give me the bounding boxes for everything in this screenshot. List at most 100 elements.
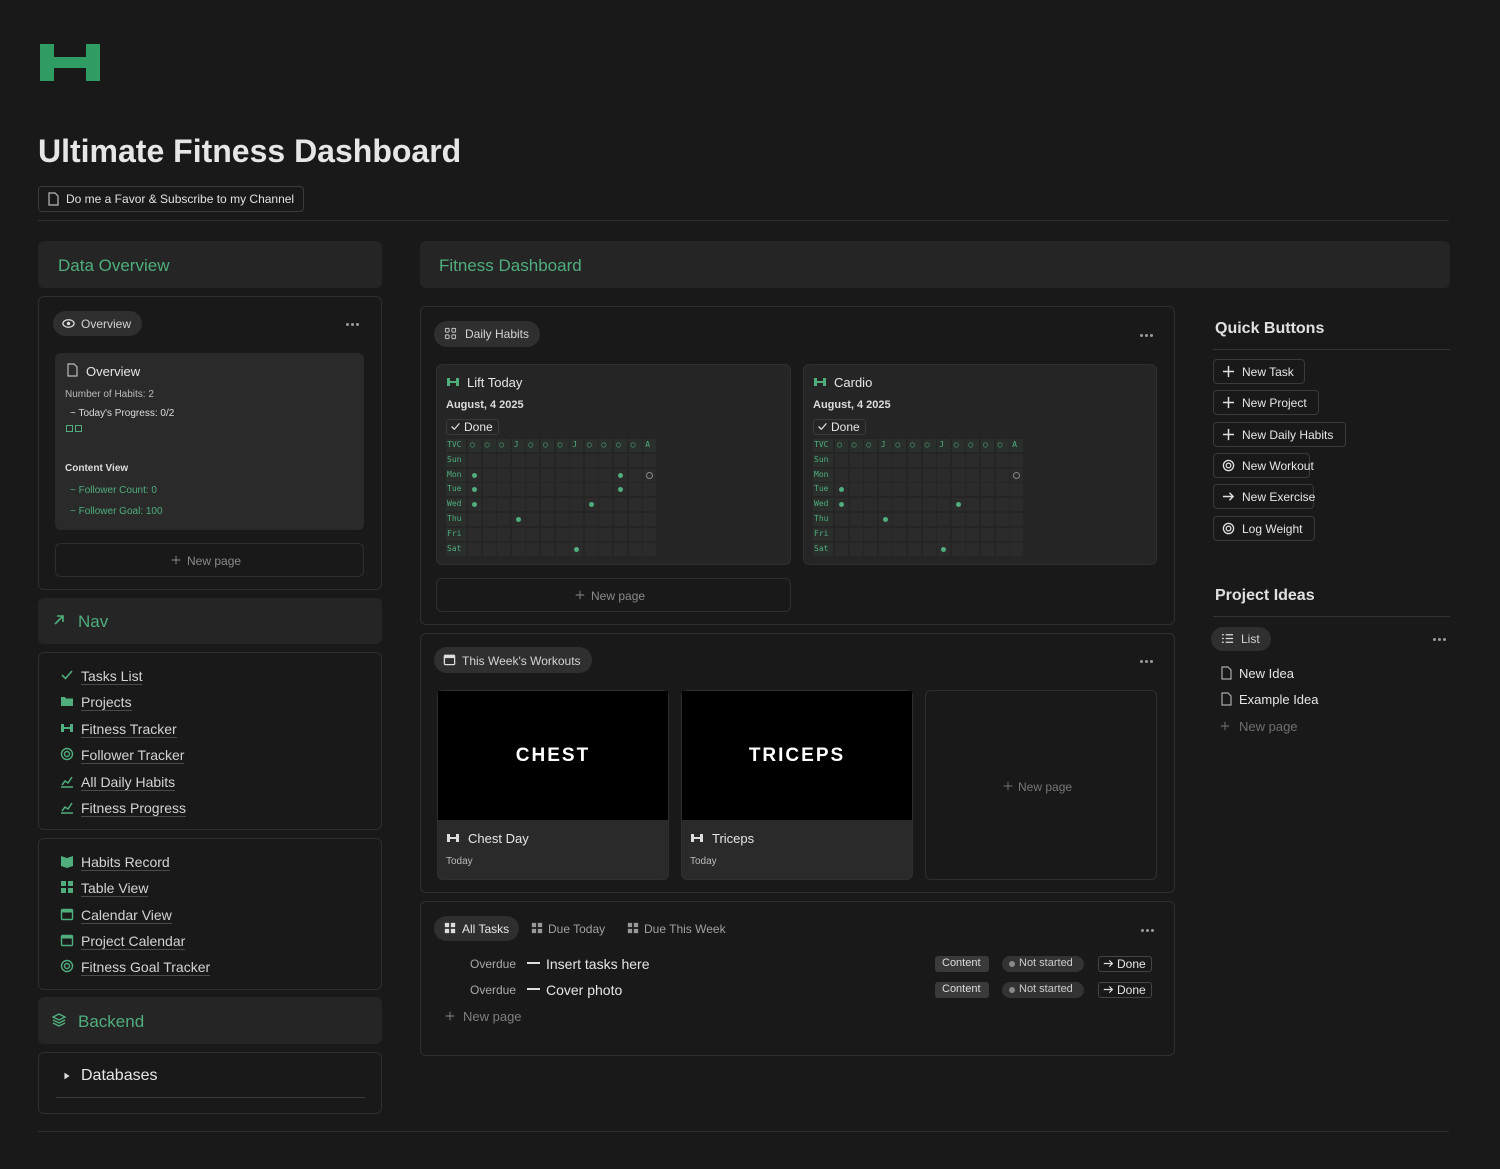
quick-button[interactable] xyxy=(1213,452,1310,478)
view-tab-label[interactable]: Overview xyxy=(81,317,132,331)
grid-header: ○ xyxy=(499,440,505,449)
view-tab[interactable] xyxy=(434,916,519,941)
quick-button-label[interactable]: New Workout xyxy=(1242,458,1314,473)
done-label[interactable]: Done xyxy=(831,420,860,434)
nav-link[interactable]: Fitness Tracker xyxy=(81,720,177,738)
new-page-button[interactable] xyxy=(55,543,364,577)
page-title: Ultimate Fitness Dashboard xyxy=(38,133,462,169)
grid-cell xyxy=(541,542,554,556)
done-checkbox[interactable] xyxy=(446,419,499,435)
grid-cell xyxy=(599,527,613,541)
grid-cell xyxy=(570,453,584,467)
grid-cell xyxy=(482,483,496,497)
subscribe-button[interactable] xyxy=(38,186,304,212)
tag xyxy=(935,956,989,972)
habits-box xyxy=(420,306,1175,625)
grid-cell xyxy=(1010,542,1024,556)
status-dot xyxy=(1009,961,1015,967)
view-tab[interactable] xyxy=(434,647,592,673)
subscribe-label[interactable]: Do me a Favor & Subscribe to my Channel xyxy=(66,192,295,206)
view-tab-label[interactable]: Due Today xyxy=(548,922,606,936)
nav-link[interactable]: Table View xyxy=(81,880,149,898)
quick-button[interactable] xyxy=(1213,421,1346,447)
done-checkbox[interactable] xyxy=(813,419,866,435)
quick-button[interactable] xyxy=(1213,359,1305,384)
task-name[interactable]: Insert tasks here xyxy=(546,956,650,972)
quick-button[interactable] xyxy=(1213,390,1319,416)
grid-cell xyxy=(878,483,892,497)
quick-button[interactable] xyxy=(1213,484,1314,510)
done-button[interactable] xyxy=(1098,956,1152,972)
grid-cell xyxy=(541,513,554,526)
grid-cell xyxy=(951,513,965,526)
grid-cell xyxy=(497,513,511,526)
icon xyxy=(60,747,74,761)
card-title: Overview xyxy=(86,364,141,379)
view-tab-label[interactable]: List xyxy=(1241,632,1260,646)
quick-button-label[interactable]: New Daily Habits xyxy=(1242,427,1334,442)
grid-cell xyxy=(835,439,848,452)
idea-link[interactable]: New Idea xyxy=(1239,666,1294,681)
nav-link[interactable]: Calendar View xyxy=(81,906,172,924)
card-line: Number of Habits: 2 xyxy=(65,389,154,400)
icon xyxy=(61,776,73,788)
grid-cell xyxy=(878,527,892,541)
view-tab-label[interactable]: All Tasks xyxy=(462,922,510,936)
new-page-label[interactable]: New page xyxy=(463,1009,522,1024)
habit-dot xyxy=(472,487,477,493)
quick-button-label[interactable]: Log Weight xyxy=(1242,521,1303,536)
quick-button-label[interactable]: New Project xyxy=(1242,396,1307,411)
card-title: Chest Day xyxy=(468,831,529,846)
section-title: Backend xyxy=(78,1012,145,1031)
grid-cell xyxy=(893,513,907,526)
cover-title: TRICEPS xyxy=(748,745,846,766)
idea-link[interactable]: Example Idea xyxy=(1239,691,1319,707)
nav-link[interactable]: All Daily Habits xyxy=(81,773,176,791)
grid-cell xyxy=(541,453,554,467)
quick-button[interactable] xyxy=(1213,515,1315,541)
overview-card[interactable] xyxy=(55,353,364,530)
quick-button-label[interactable]: New Exercise xyxy=(1242,490,1316,505)
grid-cell xyxy=(555,453,569,467)
nav-link[interactable]: Habits Record xyxy=(81,854,170,871)
done-button[interactable] xyxy=(1098,981,1152,998)
done-button-label[interactable]: Done xyxy=(1117,957,1146,971)
grid-cell xyxy=(511,483,525,497)
new-page-label[interactable]: New page xyxy=(591,589,646,603)
grid-cell xyxy=(643,453,657,467)
new-page-label[interactable]: New page xyxy=(187,554,242,568)
nav-link[interactable]: Tasks List xyxy=(81,668,143,685)
new-page-label[interactable]: New page xyxy=(1018,780,1073,794)
toggle-label[interactable]: Databases xyxy=(81,1067,158,1084)
nav-link[interactable]: Follower Tracker xyxy=(81,747,185,765)
nav-link[interactable]: Projects xyxy=(81,694,132,712)
new-page-label[interactable]: New page xyxy=(1239,719,1298,734)
grid-cell xyxy=(541,483,554,497)
grid-cell xyxy=(614,439,627,452)
view-tab-label[interactable]: Due This Week xyxy=(644,922,726,936)
nav-link[interactable]: Fitness Progress xyxy=(81,800,187,817)
grid-cell xyxy=(614,453,627,467)
view-tab[interactable] xyxy=(1211,627,1271,651)
new-page-card[interactable] xyxy=(925,690,1157,880)
done-button-label[interactable]: Done xyxy=(1117,982,1146,997)
grid-cell xyxy=(922,498,936,512)
grid-cell xyxy=(1010,527,1024,541)
grid-cell xyxy=(951,483,965,497)
done-label[interactable]: Done xyxy=(464,420,493,434)
grid-cell xyxy=(446,542,466,556)
view-tab[interactable] xyxy=(434,321,540,347)
card-title: Triceps xyxy=(712,831,755,846)
view-tab-label[interactable]: Daily Habits xyxy=(465,327,530,341)
grid-cell xyxy=(922,439,936,452)
grid-cell xyxy=(951,468,965,482)
task-name[interactable]: Cover photo xyxy=(546,981,623,998)
status-pill xyxy=(1002,956,1084,972)
quick-button-label[interactable]: New Task xyxy=(1242,365,1294,379)
new-page-button[interactable] xyxy=(436,578,791,612)
nav-link[interactable]: Fitness Goal Tracker xyxy=(81,959,211,977)
nav-link[interactable]: Project Calendar xyxy=(81,932,186,950)
grid-cell xyxy=(908,468,921,482)
grid-cell xyxy=(482,498,496,512)
view-tab-label[interactable]: This Week's Workouts xyxy=(462,654,581,668)
